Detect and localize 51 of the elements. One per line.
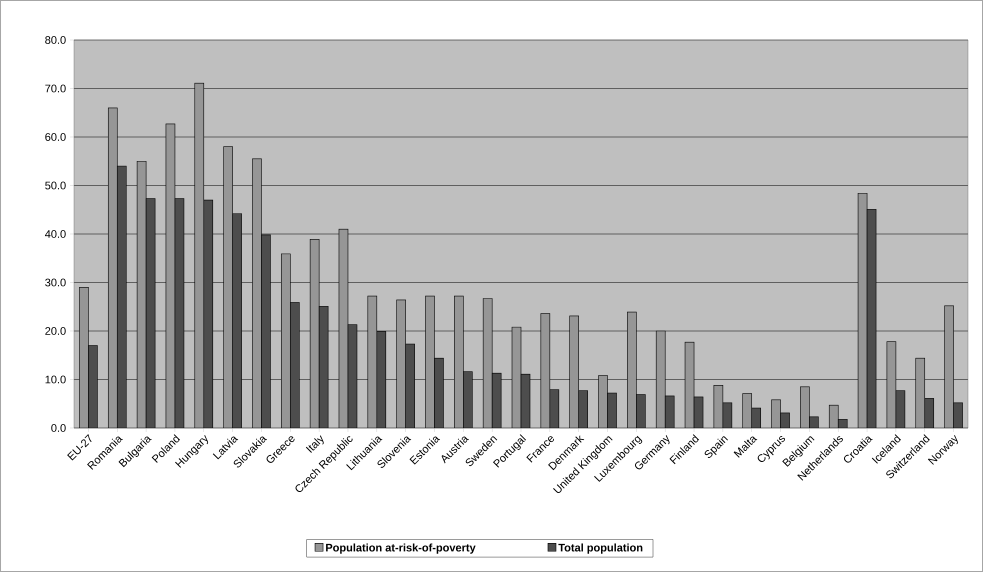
bar [482, 298, 492, 428]
y-tick-label: 80.0 [45, 36, 66, 44]
bar [232, 213, 242, 428]
bar [722, 402, 732, 428]
legend-label: Population at-risk-of-poverty [326, 543, 476, 554]
bar [550, 389, 560, 428]
bar [396, 300, 406, 428]
bar [664, 396, 674, 428]
bar [318, 306, 328, 428]
bar [886, 341, 896, 428]
bar [454, 296, 464, 428]
bar [310, 239, 320, 428]
y-tick-label: 60.0 [45, 133, 66, 141]
bar [569, 316, 579, 428]
bar [290, 302, 300, 428]
bar [116, 166, 127, 428]
bar [742, 393, 752, 428]
y-tick-label: 70.0 [45, 84, 66, 92]
bar [376, 331, 386, 428]
bar [223, 146, 233, 428]
bar [108, 108, 118, 428]
bar [463, 371, 473, 428]
bar [924, 398, 934, 428]
y-tick-label: 20.0 [45, 327, 66, 335]
bar [714, 385, 724, 428]
y-tick-label: 10.0 [46, 376, 66, 384]
legend-label: Total population [558, 543, 642, 554]
bar [828, 404, 839, 428]
y-tick-label: 0.0 [51, 424, 66, 432]
bar [656, 330, 666, 428]
bar [636, 394, 646, 428]
bar [203, 200, 214, 428]
bar [136, 160, 146, 428]
bar [492, 372, 502, 428]
y-tick-label: 30.0 [45, 278, 66, 286]
bar [627, 312, 637, 428]
bar [578, 390, 588, 428]
bar [800, 386, 810, 428]
bar [280, 254, 291, 428]
bar [915, 358, 926, 428]
bar [944, 305, 954, 428]
y-tick-label: 50.0 [45, 182, 66, 190]
bar [368, 296, 378, 428]
bar [540, 313, 550, 428]
bar [896, 390, 906, 428]
bar [953, 402, 963, 428]
bar [194, 82, 204, 428]
bar [405, 344, 415, 428]
bar [146, 198, 156, 428]
bar [751, 408, 762, 428]
y-tick-label: 40.0 [44, 230, 66, 238]
